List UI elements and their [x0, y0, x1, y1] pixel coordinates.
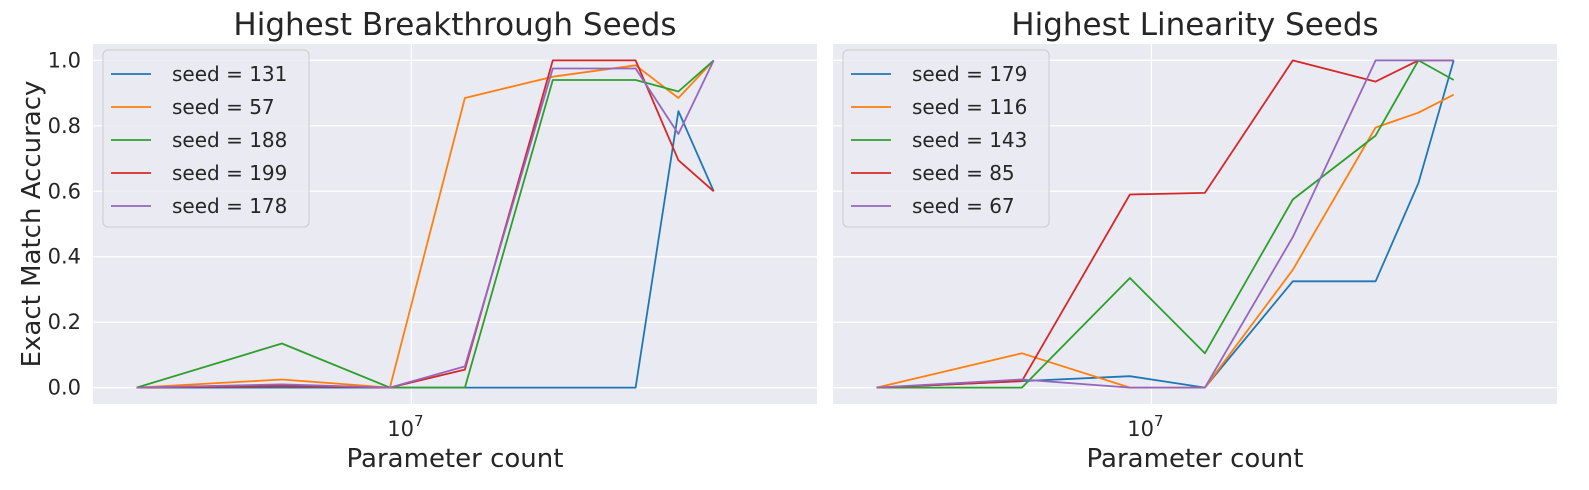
chart-title: Highest Breakthrough Seeds	[233, 7, 676, 43]
y-tick-label: 0.2	[48, 310, 81, 334]
y-tick-label: 0.4	[48, 245, 81, 269]
x-axis-label: Parameter count	[1087, 444, 1304, 474]
series-line-3	[876, 59, 1455, 389]
legend-label-3: seed = 188	[172, 128, 287, 152]
series-line-2	[876, 93, 1455, 389]
series-line-5	[876, 59, 1454, 389]
legend-label-2: seed = 116	[912, 95, 1027, 119]
chart-title: Highest Linearity Seeds	[1011, 7, 1378, 43]
legend-label-5: seed = 178	[172, 194, 287, 218]
series-line-4	[876, 59, 1454, 389]
legend-label-4: seed = 199	[172, 161, 287, 185]
legend-label-1: seed = 131	[172, 62, 287, 86]
legend: seed = 131 seed = 57 seed = 188 seed = 199 s…	[102, 49, 310, 228]
legend-label-3: seed = 143	[912, 128, 1027, 152]
series-line-1	[136, 110, 715, 389]
legend-box	[102, 49, 310, 228]
chart-panel-1: 0.0 0.2 0.4 0.6 0.8 1.0 107 Highest Breakthroug…	[17, 7, 817, 474]
x-tick-label: 107	[387, 412, 423, 441]
x-axis-label: Parameter count	[347, 444, 564, 474]
y-tick-label: 0.0	[48, 376, 81, 400]
chart-panel-2: 107 Highest Linearity Seeds Parameter coun…	[833, 7, 1557, 474]
series-line-3	[136, 59, 715, 389]
y-axis-label: Exact Match Accuracy	[17, 81, 47, 368]
legend-label-4: seed = 85	[912, 161, 1015, 185]
y-tick-label: 1.0	[48, 48, 81, 72]
legend-label-2: seed = 57	[172, 95, 275, 119]
y-tick-label: 0.8	[48, 114, 81, 138]
legend-box	[842, 49, 1050, 228]
legend-label-1: seed = 179	[912, 62, 1027, 86]
series-line-2	[136, 59, 715, 389]
legend: seed = 179 seed = 116 seed = 143 seed = 85 s…	[842, 49, 1050, 228]
series-line-5	[136, 60, 715, 389]
x-tick-label: 107	[1127, 412, 1163, 441]
y-tick-label: 0.6	[48, 179, 81, 203]
legend-label-5: seed = 67	[912, 194, 1015, 218]
